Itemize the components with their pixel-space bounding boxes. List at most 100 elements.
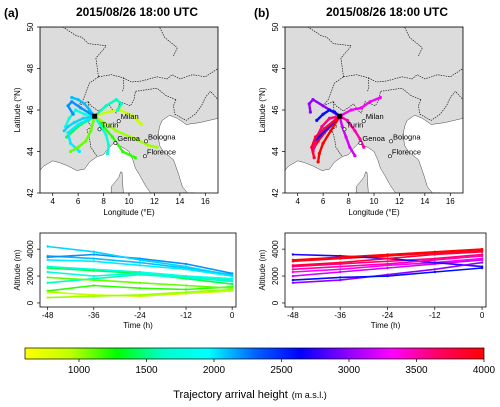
y-tick-label: 4000 [271,240,280,258]
city-marker [142,154,147,159]
city-label: Bologna [393,132,421,141]
altitude-point [46,281,49,284]
x-tick-label: 4 [50,197,55,206]
trajectory-point [140,122,144,127]
trajectory-point [359,106,363,110]
x-tick-label: -24 [382,311,394,320]
altitude-point [480,250,484,253]
altitude-point [138,272,142,275]
altitude-point [138,264,142,267]
altitude-point [92,274,96,278]
trajectory-point [70,100,74,104]
x-axis-label: Time (h) [123,321,153,330]
country-border [174,90,218,121]
x-axis-label: Longitude (°E) [348,208,400,217]
trajectory-point [107,143,111,147]
altitude-point [231,282,234,286]
trajectory-point [146,143,150,147]
altitude-plot: -48 -36 -24 -12 0 0 2000 4000 Time (h) Altitude (… [13,232,237,330]
altitude-point [138,258,142,262]
altitude-point [433,268,436,271]
city-label: Genoa [117,134,140,143]
plot-frame [284,232,487,308]
altitude-point [138,281,142,284]
trajectory-point [68,141,73,145]
x-tick-label: -48 [287,311,299,320]
city-marker [361,119,366,124]
site-marker [337,113,343,119]
trajectory-point [311,98,315,102]
trajectory-point [105,152,109,156]
y-tick-label: 48 [26,64,35,73]
city-label: Turin [102,120,119,129]
colorbar: Trajectory arrival height (m a.s.l.) 1000… [24,347,496,401]
x-tick-label: -12 [180,311,192,320]
trajectory-point [133,156,137,160]
trajectory-point [114,129,118,133]
trajectory-point [155,145,159,149]
trajectory-point [105,110,109,114]
altitude-point [231,288,234,291]
x-tick-label: 10 [125,197,134,206]
altitude-point [184,284,188,287]
colorbar-tick-label: 2500 [270,365,293,376]
island [110,171,124,193]
x-tick-label: 16 [446,197,455,206]
panel-title: 2015/08/26 18:00 UTC [326,5,448,19]
trajectory-point [110,135,115,139]
colorbar-tick-label: 3500 [405,365,428,376]
trajectory-point [307,102,311,106]
trajectory-point [321,141,325,145]
altitude-point [92,284,96,287]
country-border [322,101,334,107]
x-tick-label: -12 [429,311,441,320]
altitude-point [291,270,295,274]
altitude-point [433,261,436,264]
trajectory-point [88,108,92,112]
altitude-point [386,274,389,278]
y-tick-label: 48 [271,64,280,73]
altitude-point [386,260,389,263]
trajectory-point [72,120,76,125]
altitude-point [138,287,142,290]
country-border [340,45,352,77]
altitude-point [480,254,484,258]
trajectory-point [81,116,85,120]
x-tick-label: 4 [295,197,300,206]
trajectory-point [344,135,348,139]
altitude-point [291,281,295,284]
trajectory-point [368,100,372,104]
x-tick-label: 8 [101,197,106,206]
y-tick-label: 46 [271,105,280,114]
trajectory-point [76,122,80,127]
altitude-point [339,276,342,279]
y-tick-label: 0 [271,300,280,305]
altitude-point [386,253,389,256]
altitude-point [291,278,295,282]
trajectory-point [66,125,70,129]
trajectory-point [362,145,366,149]
trajectory-point [313,135,318,139]
country-border [368,68,463,83]
trajectory-point [104,133,108,137]
x-tick-label: 12 [150,197,159,206]
country-border [62,27,107,46]
colorbar-tick-label: 2000 [203,365,226,376]
trajectory-point [74,108,78,112]
altitude-point [291,264,295,267]
y-tick-label: 2000 [26,267,35,285]
y-tick-label: 4000 [26,240,35,258]
altitude-point [46,291,49,294]
x-tick-label: 12 [395,197,404,206]
altitude-point [433,270,436,274]
trajectory-point [62,129,66,133]
altitude-point [291,258,295,262]
trajectory-point [316,160,320,164]
city-marker [97,127,102,132]
city-label: Florence [147,147,176,156]
city-marker [113,141,118,145]
trajectory-point [84,139,88,143]
x-tick-label: -36 [334,311,346,320]
